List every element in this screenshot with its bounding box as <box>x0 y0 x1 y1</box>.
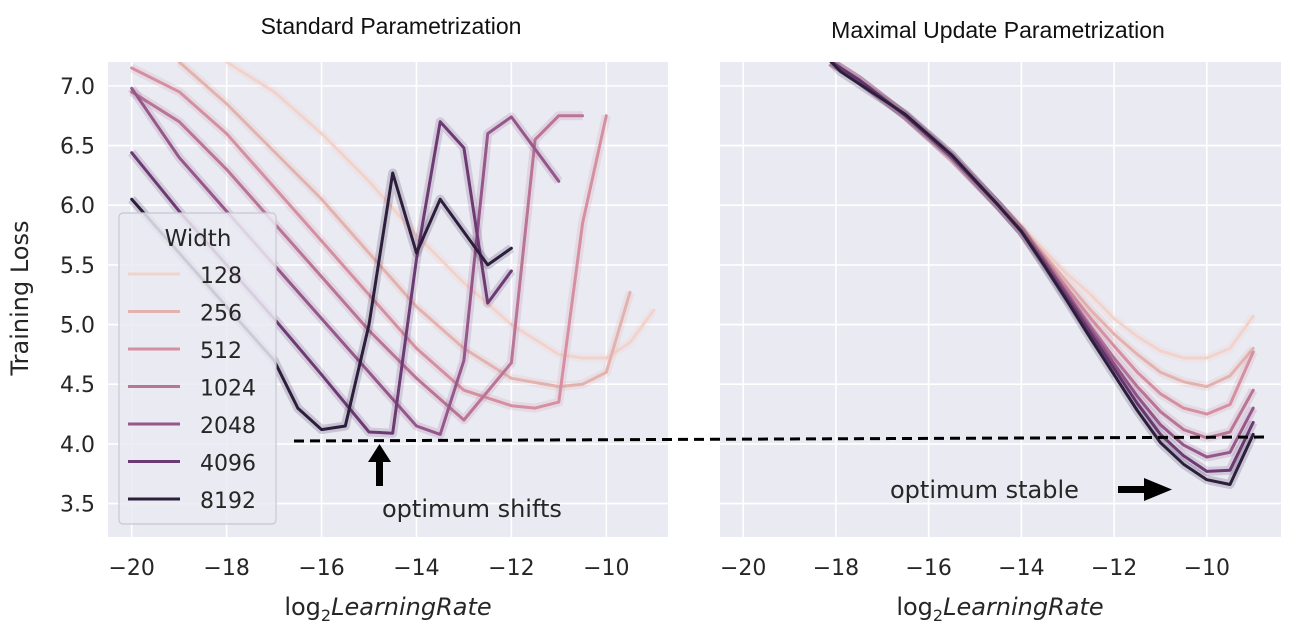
right-series <box>828 62 1258 489</box>
right-x-label-prefix: log <box>896 593 933 621</box>
right-x-tick-label: −16 <box>905 556 951 581</box>
left-x-tick-label: −14 <box>393 556 439 581</box>
legend-label-128: 128 <box>200 264 242 289</box>
left-x-label-main: LearningRate <box>331 593 492 621</box>
up-arrow-icon <box>368 444 391 486</box>
right-x-label-main: LearningRate <box>943 593 1104 621</box>
left-x-label-prefix: log <box>284 593 321 621</box>
left-x-label-sub: 2 <box>321 606 331 625</box>
left-x-tick-label: −10 <box>583 556 629 581</box>
right-chart-title: Maximal Update Parametrization <box>831 17 1165 43</box>
left-series-512 <box>130 66 608 410</box>
right-grid <box>720 62 1281 537</box>
y-tick-label: 5.5 <box>60 254 95 279</box>
legend-label-512: 512 <box>200 339 242 364</box>
y-tick-label: 4.5 <box>60 373 95 398</box>
left-series-1024 <box>130 90 585 422</box>
legend-label-1024: 1024 <box>200 377 256 402</box>
right-x-tick-label: −12 <box>1091 556 1137 581</box>
legend-title: Width <box>165 226 232 252</box>
right-ticks: −20 −18 −16 −14 −12 −10 <box>720 556 1230 581</box>
right-arrow-icon <box>1118 478 1172 501</box>
left-chart-title: Standard Parametrization <box>261 13 522 39</box>
right-series-8192 <box>829 62 1255 486</box>
legend-box <box>118 212 277 525</box>
y-axis-label: Training Loss <box>6 221 34 377</box>
left-x-tick-label: −20 <box>109 556 155 581</box>
left-series-2048 <box>130 86 561 436</box>
left-x-axis-label: log2LearningRate <box>284 593 491 625</box>
left-series <box>127 62 658 439</box>
legend-label-256: 256 <box>200 302 242 327</box>
legend-items: 128 256 512 1024 2048 4096 8192 <box>128 264 256 514</box>
y-tick-label: 4.0 <box>60 433 95 458</box>
right-x-label-sub: 2 <box>933 606 943 625</box>
left-x-tick-label: −18 <box>203 556 249 581</box>
right-x-tick-label: −14 <box>998 556 1044 581</box>
right-x-tick-label: −10 <box>1184 556 1230 581</box>
left-ticks: −20 −18 −16 −14 −12 −10 3.5 4.0 4.5 5.0 5.5 6.0 6.5 7… <box>60 75 630 581</box>
left-annotation: optimum shifts <box>382 495 562 523</box>
right-x-tick-label: −20 <box>720 556 766 581</box>
y-tick-label: 6.5 <box>60 135 95 160</box>
right-x-tick-label: −18 <box>813 556 859 581</box>
y-tick-label: 7.0 <box>60 75 95 100</box>
y-tick-label: 6.0 <box>60 194 95 219</box>
left-x-tick-label: −16 <box>298 556 344 581</box>
right-annotation: optimum stable <box>890 476 1079 504</box>
legend: Width 128 256 512 1024 2048 4096 8192 <box>118 212 277 525</box>
legend-label-2048: 2048 <box>200 414 256 439</box>
y-tick-label: 3.5 <box>60 493 95 518</box>
left-series-256 <box>177 62 632 389</box>
y-tick-label: 5.0 <box>60 314 95 339</box>
right-x-axis-label: log2LearningRate <box>896 593 1103 625</box>
left-x-tick-label: −12 <box>488 556 534 581</box>
legend-label-4096: 4096 <box>200 452 256 477</box>
optimum-reference-line <box>293 435 1271 443</box>
legend-label-8192: 8192 <box>200 489 256 514</box>
